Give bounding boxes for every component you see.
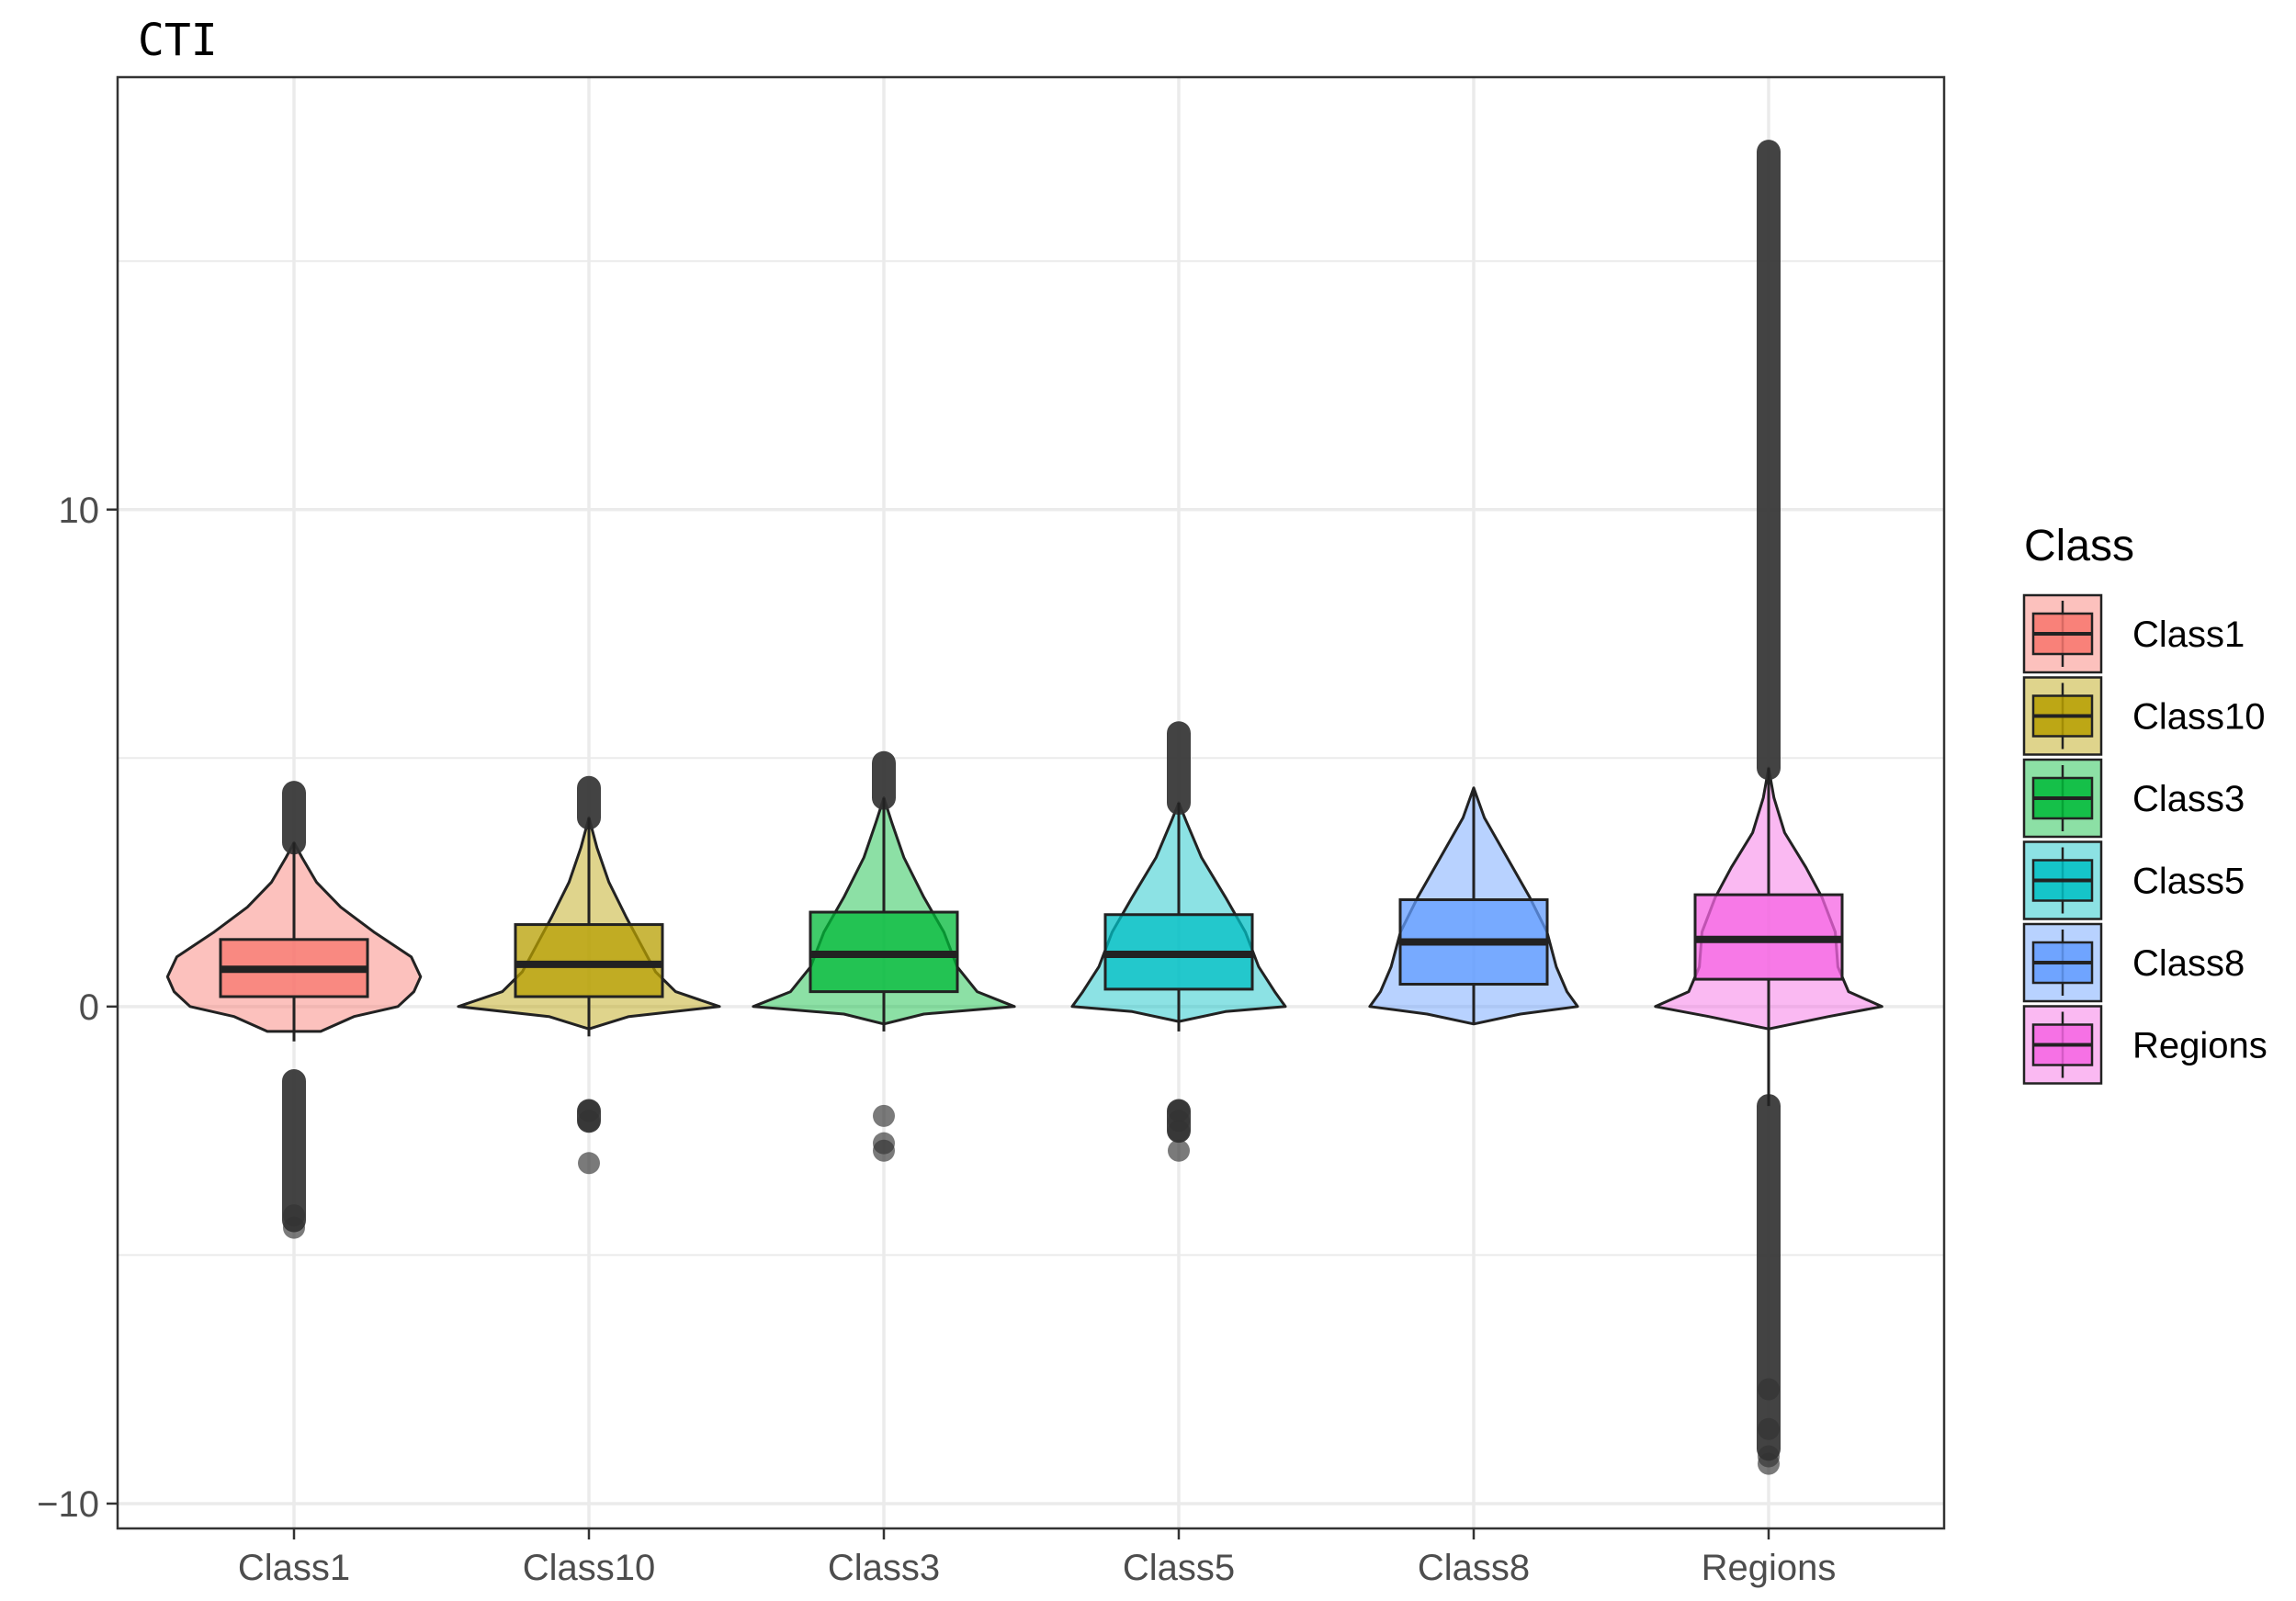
plot-panel (118, 77, 1944, 1528)
outlier-point-class10 (578, 1110, 600, 1133)
legend: Class Class1 Class10 Class3 Class5 Class8 Reg… (2022, 522, 2268, 1085)
outliers-low-regions (1757, 1094, 1781, 1461)
x-tick-label: Class1 (238, 1548, 350, 1588)
outliers-low-class1 (282, 1069, 306, 1233)
legend-label: Class8 (2132, 943, 2245, 984)
outliers (282, 140, 1781, 1475)
x-tick-label: Class8 (1418, 1548, 1530, 1588)
x-tick-label: Class3 (828, 1548, 940, 1588)
outlier-point-regions (1758, 1378, 1780, 1401)
axes: −10 0 10 Class1 Class10 Class3 Class5 Class8 Reg… (37, 490, 1836, 1588)
outliers-high-class1 (282, 781, 306, 855)
outlier-point-class10 (578, 1152, 600, 1175)
legend-item-class10: Class10 (2022, 676, 2266, 756)
outliers-high-class5 (1167, 721, 1191, 815)
outliers-high-regions (1757, 140, 1781, 781)
x-tick-label: Class10 (523, 1548, 656, 1588)
outlier-point-class3 (873, 1139, 895, 1162)
box-class10 (514, 923, 664, 998)
legend-item-class5: Class5 (2022, 840, 2245, 920)
boxplots (219, 768, 1844, 1107)
legend-label: Regions (2132, 1026, 2268, 1066)
legend-label: Class1 (2132, 614, 2245, 655)
outlier-point-class5 (1168, 1139, 1190, 1162)
legend-item-class8: Class8 (2022, 922, 2245, 1003)
x-tick-label: Regions (1702, 1548, 1837, 1588)
legend-item-class3: Class3 (2022, 758, 2245, 839)
x-tick-label: Class5 (1123, 1548, 1235, 1588)
legend-label: Class5 (2132, 862, 2245, 902)
outlier-point-class5 (1168, 1120, 1190, 1143)
outlier-point-class3 (873, 1104, 895, 1127)
outliers-high-class3 (872, 750, 896, 810)
outlier-point-regions (1758, 1417, 1780, 1440)
y-tick-label: −10 (37, 1484, 99, 1525)
y-tick-label: 0 (79, 987, 99, 1028)
legend-label: Class10 (2132, 697, 2266, 738)
outliers-high-class10 (577, 775, 601, 830)
outlier-point-regions (1758, 1452, 1780, 1475)
legend-item-class1: Class1 (2022, 593, 2245, 674)
legend-label: Class3 (2132, 779, 2245, 819)
outlier-point-class1 (283, 1204, 305, 1227)
plot-panel-border (116, 75, 1946, 1530)
legend-title: Class (2024, 522, 2134, 570)
chart-title: CTI (138, 15, 218, 66)
y-tick-label: 10 (59, 490, 100, 531)
legend-item-regions: Regions (2022, 1005, 2268, 1085)
